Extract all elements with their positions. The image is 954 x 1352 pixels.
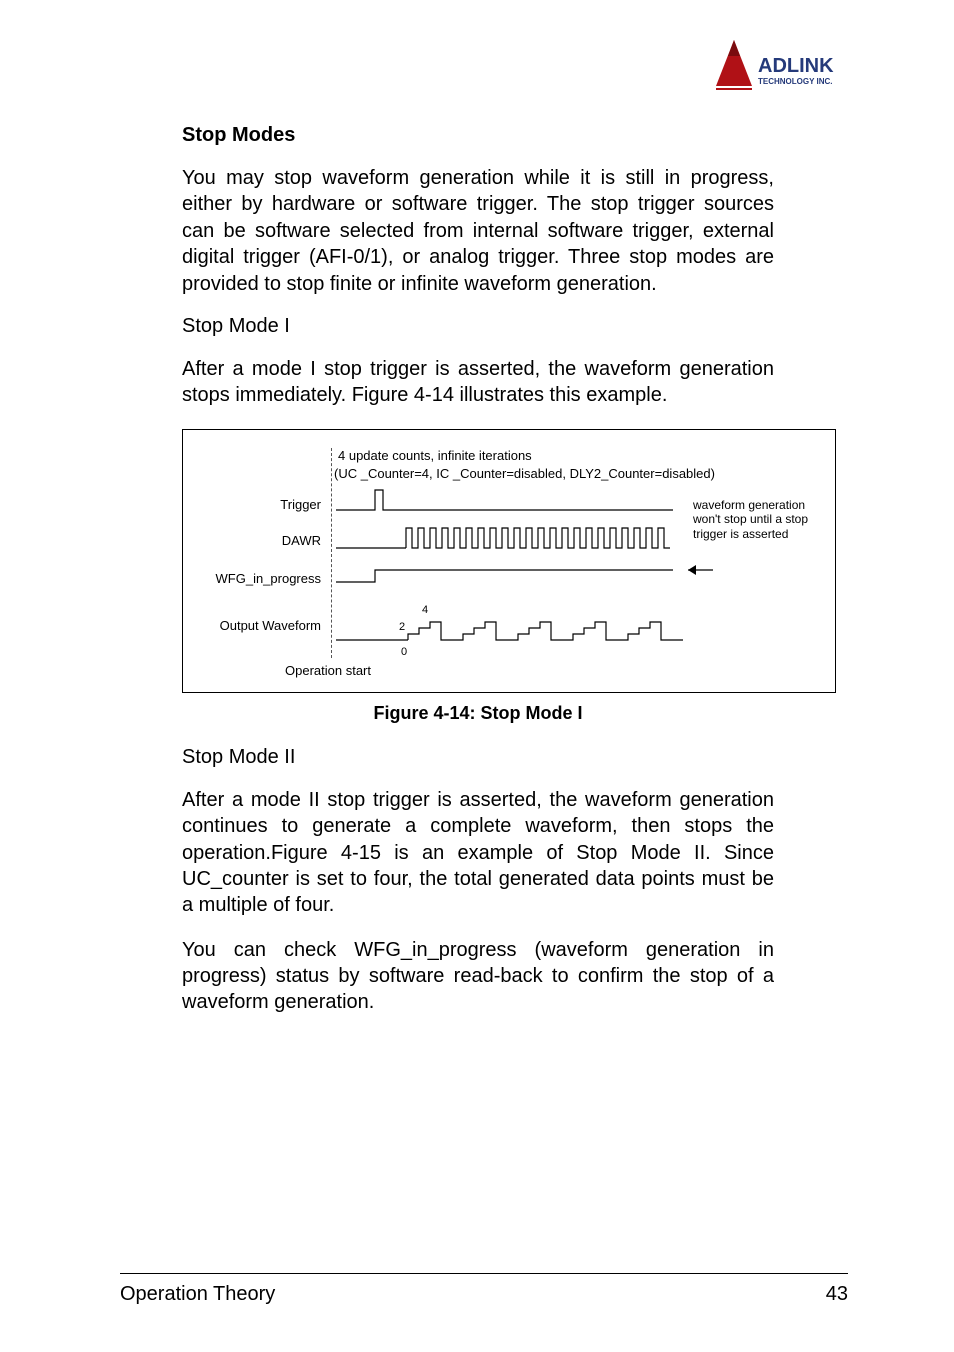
tick-4: 4 — [422, 604, 428, 616]
paragraph-mode1: After a mode I stop trigger is asserted,… — [182, 356, 774, 409]
brand-logo: ADLINK TECHNOLOGY INC. — [714, 38, 848, 101]
tick-0: 0 — [401, 646, 407, 658]
page-content: Stop Modes You may stop waveform generat… — [120, 38, 774, 1016]
logo-text-top: ADLINK — [758, 55, 834, 77]
footer-divider — [120, 1273, 848, 1274]
figure-caption: Figure 4-14: Stop Mode I — [182, 703, 774, 724]
paragraph-mode2a: After a mode II stop trigger is asserted… — [182, 787, 774, 919]
footer-page-number: 43 — [826, 1283, 848, 1306]
logo-text-bottom: TECHNOLOGY INC. — [758, 77, 833, 86]
section-heading: Stop Modes — [182, 124, 774, 147]
waveform-diagram: 2 4 0 — [183, 430, 837, 694]
subheading-mode1: Stop Mode I — [182, 315, 774, 338]
page-footer: Operation Theory 43 — [120, 1283, 848, 1306]
logo-triangle-icon — [716, 40, 752, 90]
tick-2: 2 — [399, 621, 405, 633]
footer-chapter: Operation Theory — [120, 1283, 275, 1306]
operation-start-label: Operation start — [285, 663, 371, 678]
paragraph-mode2b: You can check WFG_in_progress (waveform … — [182, 937, 774, 1016]
figure-4-14: 4 update counts, infinite iterations (UC… — [182, 429, 836, 693]
subheading-mode2: Stop Mode II — [182, 746, 774, 769]
paragraph-intro: You may stop waveform generation while i… — [182, 165, 774, 297]
